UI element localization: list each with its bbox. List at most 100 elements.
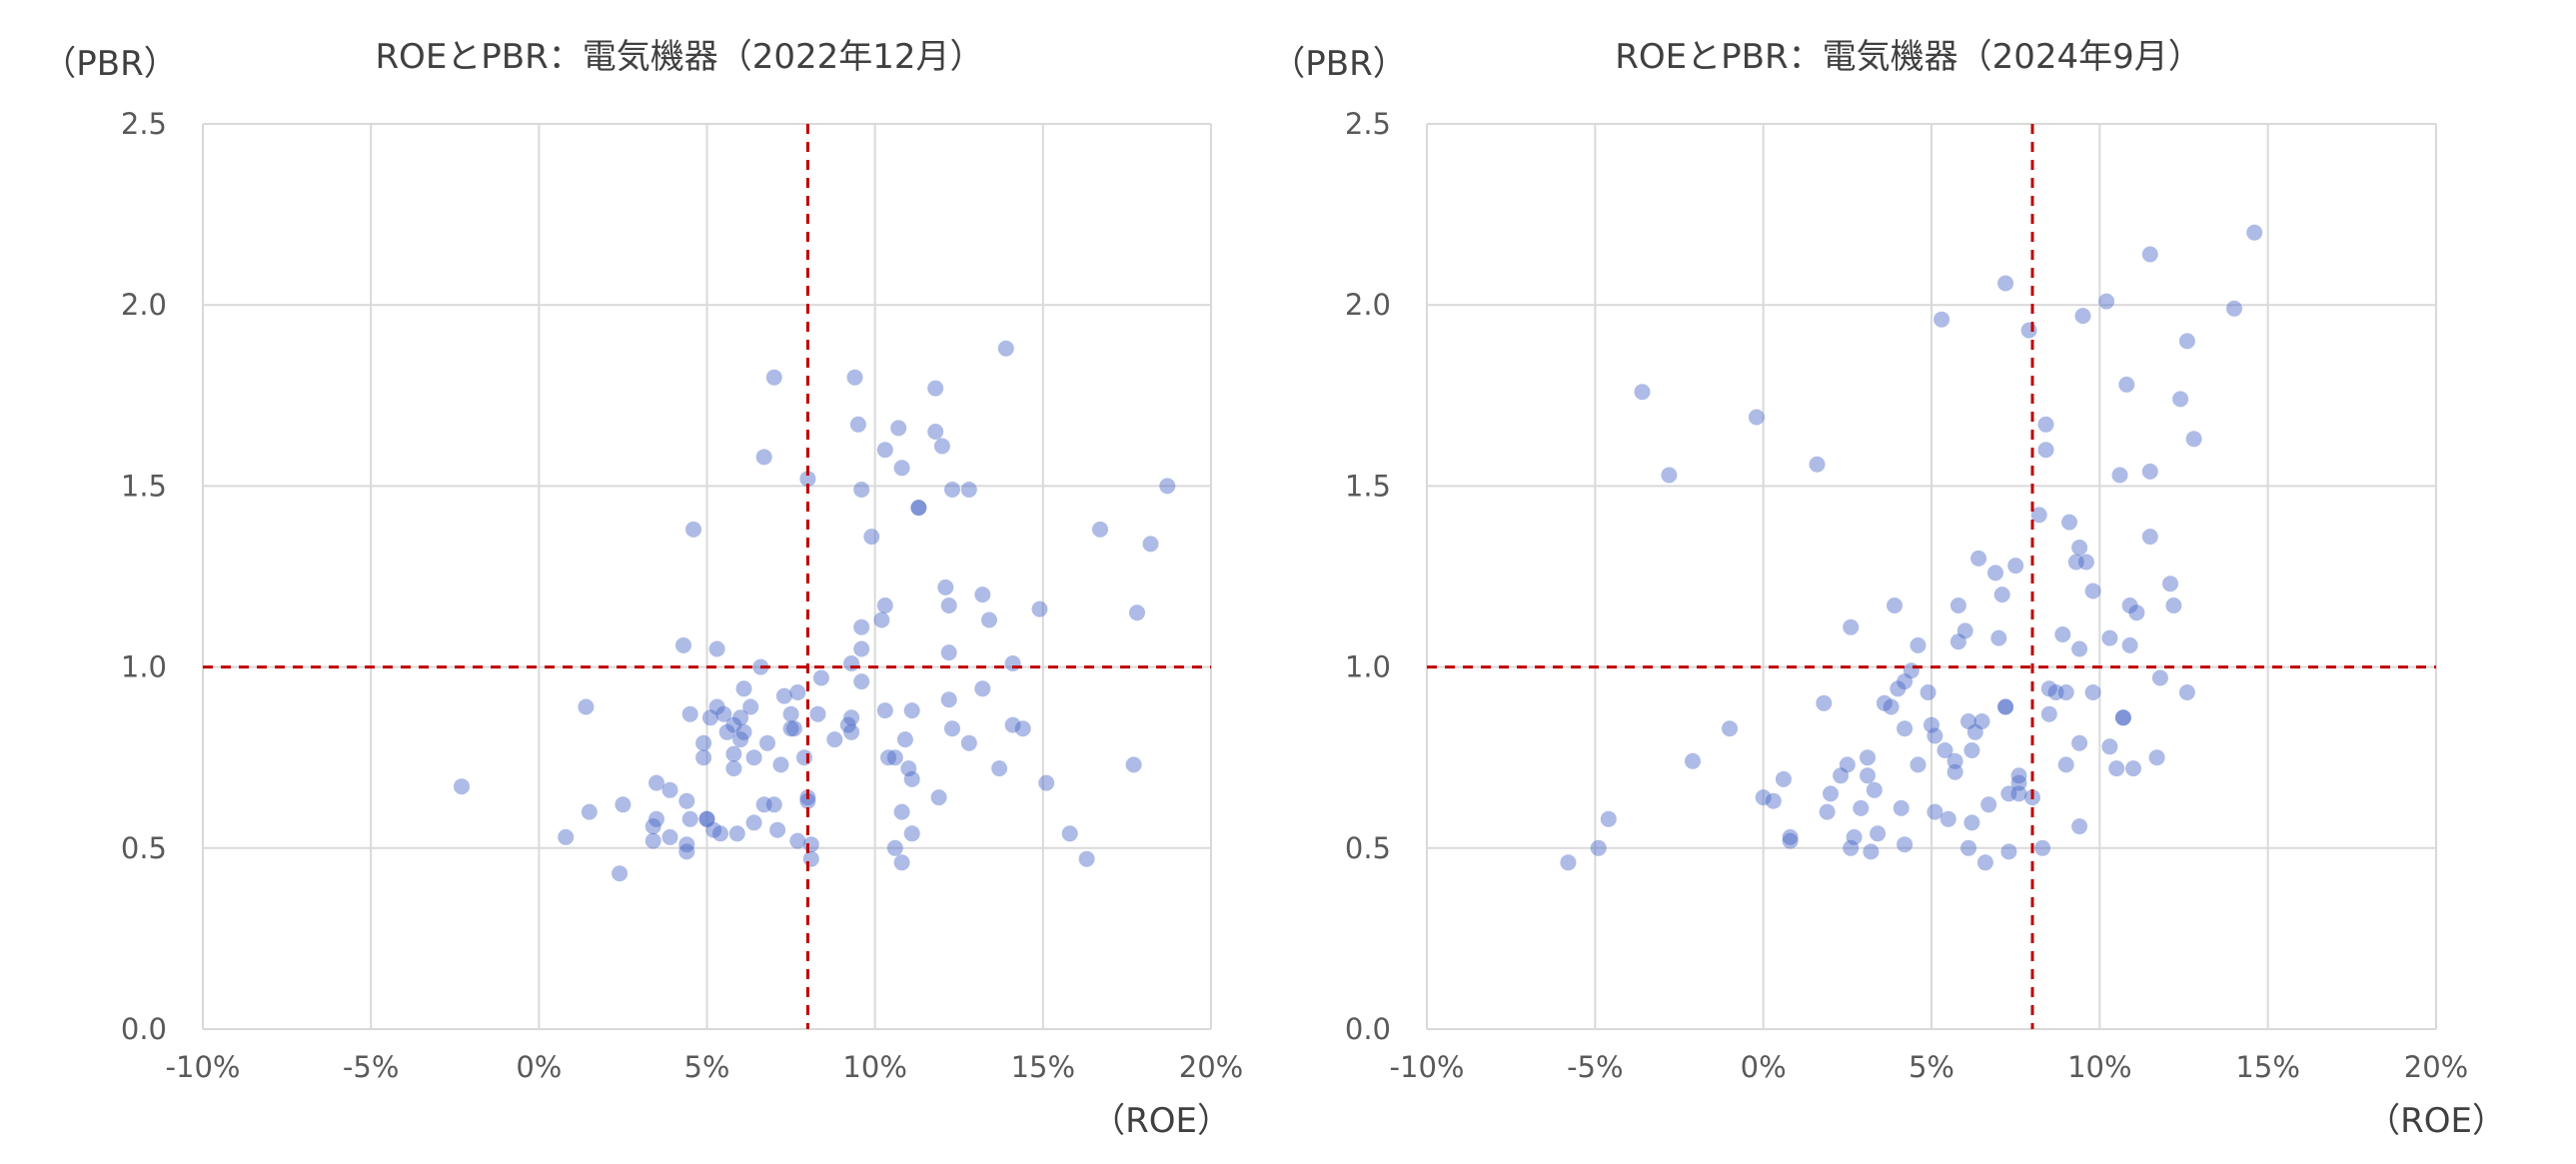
data-point — [981, 611, 997, 628]
data-point — [1125, 756, 1142, 773]
data-point — [1823, 785, 1839, 802]
data-point — [2101, 629, 2118, 646]
data-point — [1722, 720, 1738, 737]
data-point — [1997, 275, 2014, 292]
data-point — [745, 749, 762, 766]
data-point — [1031, 600, 1048, 617]
data-point — [890, 420, 907, 437]
data-point — [1883, 698, 1900, 715]
data-point — [940, 597, 957, 613]
x-tick-label: -5% — [1567, 1050, 1623, 1084]
data-point — [1966, 723, 1983, 740]
data-point — [708, 698, 725, 715]
data-point — [1092, 521, 1108, 538]
data-point — [2000, 785, 2017, 802]
data-point — [1685, 752, 1701, 769]
data-point — [2040, 705, 2057, 722]
data-point — [1775, 770, 1792, 787]
x-tick-label: -5% — [343, 1050, 399, 1084]
data-point — [728, 825, 745, 842]
data-point — [849, 416, 866, 433]
y-tick-label: 0.5 — [121, 831, 167, 865]
data-point — [2030, 507, 2047, 524]
data-point — [910, 500, 927, 517]
data-point — [896, 731, 913, 748]
data-point — [2010, 767, 2027, 784]
x-tick-label: 5% — [683, 1050, 729, 1084]
data-point — [1004, 655, 1021, 671]
data-point — [876, 702, 893, 719]
data-point — [1949, 597, 1966, 613]
data-point — [715, 705, 732, 722]
data-point — [853, 640, 870, 657]
data-point — [2121, 597, 2138, 613]
data-point — [2118, 376, 2135, 393]
data-point — [1973, 713, 1990, 729]
x-tick-label: 10% — [2067, 1050, 2131, 1084]
data-point — [675, 636, 691, 653]
data-point — [843, 709, 860, 726]
data-point — [678, 836, 695, 853]
data-point — [1956, 622, 1973, 639]
data-point — [1997, 698, 2014, 715]
data-point — [802, 850, 819, 867]
data-point — [944, 482, 960, 498]
data-point — [930, 789, 947, 806]
y-tick-label: 2.5 — [121, 107, 167, 141]
data-point — [615, 796, 632, 813]
data-point — [678, 792, 695, 809]
data-point — [1890, 680, 1907, 697]
data-point — [843, 655, 860, 671]
data-point — [1910, 756, 1927, 773]
data-point — [1833, 767, 1850, 784]
data-point — [903, 825, 920, 842]
y-tick-label: 0.0 — [121, 1012, 167, 1046]
data-point — [826, 731, 843, 748]
data-point — [1590, 839, 1607, 856]
x-tick-label: -10% — [1390, 1050, 1465, 1084]
data-point — [2246, 224, 2263, 241]
y-tick-label: 1.5 — [1345, 469, 1391, 503]
data-point — [997, 340, 1014, 357]
data-point — [927, 424, 944, 440]
data-point — [454, 778, 470, 795]
data-point — [853, 673, 870, 690]
data-point — [2125, 760, 2141, 777]
data-point — [876, 597, 893, 613]
data-point — [2037, 442, 2054, 459]
data-point — [1843, 618, 1860, 635]
x-axis-label: （ROE） — [2366, 1101, 2506, 1141]
data-point — [880, 749, 897, 766]
data-point — [1903, 662, 1920, 679]
data-point — [937, 579, 954, 595]
data-point — [735, 680, 752, 697]
data-point — [1816, 694, 1833, 711]
data-point — [2020, 322, 2037, 339]
x-axis-label: （ROE） — [1091, 1101, 1231, 1141]
x-tick-label: 15% — [1011, 1050, 1075, 1084]
data-point — [644, 818, 661, 835]
data-point — [1782, 828, 1799, 845]
data-point — [755, 796, 772, 813]
data-point — [742, 698, 759, 715]
data-point — [1946, 763, 1963, 780]
data-point — [893, 803, 910, 820]
data-point — [2172, 391, 2189, 408]
data-point — [1600, 810, 1617, 827]
data-point — [1927, 727, 1943, 744]
data-point — [581, 803, 598, 820]
data-point — [681, 705, 698, 722]
x-tick-label: 0% — [1741, 1050, 1787, 1084]
chart-title: ROEとPBR：電気機器（2022年12月） — [375, 37, 983, 77]
y-tick-label: 1.0 — [121, 650, 167, 684]
data-point — [876, 442, 893, 459]
chart-title: ROEとPBR：電気機器（2024年9月） — [1615, 37, 2201, 77]
data-point — [712, 825, 728, 842]
data-point — [695, 734, 712, 751]
data-point — [2000, 843, 2017, 860]
data-point — [705, 821, 722, 838]
data-point — [648, 774, 664, 791]
data-point — [2057, 756, 2074, 773]
data-point — [2141, 463, 2158, 480]
data-point — [698, 810, 715, 827]
